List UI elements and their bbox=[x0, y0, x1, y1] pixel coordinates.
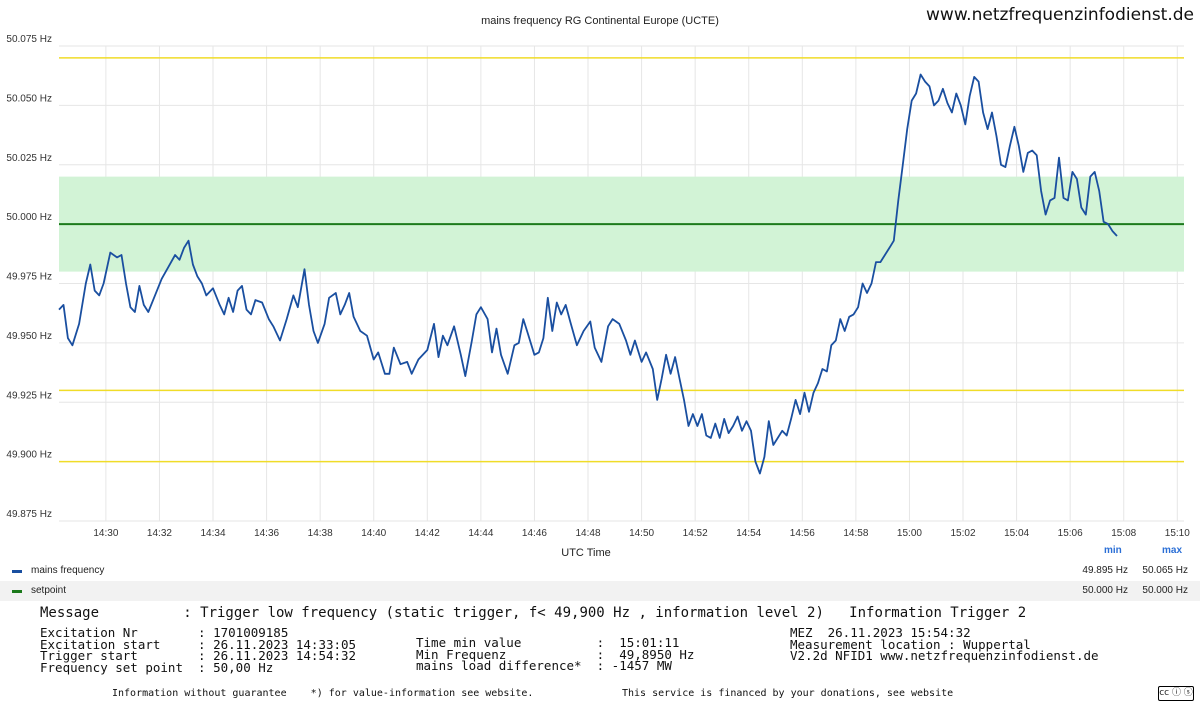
x-tick-label: 14:52 bbox=[683, 528, 708, 539]
x-tick-label: 14:40 bbox=[361, 528, 386, 539]
x-tick-label: 14:38 bbox=[308, 528, 333, 539]
x-tick-labels: 14:30 14:32 14:34 14:36 14:38 14:40 14:42 14:44… bbox=[93, 528, 1190, 539]
series-lines bbox=[58, 73, 1184, 475]
legend-max-value: 50.065 Hz bbox=[1142, 565, 1188, 576]
x-tick-label: 15:08 bbox=[1111, 528, 1136, 539]
info-min-block: Time min value : 15:01:11 Min Frequenz :… bbox=[416, 635, 695, 673]
x-tick-label: 15:10 bbox=[1165, 528, 1190, 539]
mains-frequency-line bbox=[58, 73, 1118, 475]
x-tick-label: 14:56 bbox=[790, 528, 815, 539]
x-tick-label: 15:04 bbox=[1004, 528, 1029, 539]
legend-min-value: 49.895 Hz bbox=[1082, 565, 1128, 576]
chart-title: mains frequency RG Continental Europe (U… bbox=[481, 15, 719, 27]
x-tick-label: 14:34 bbox=[201, 528, 226, 539]
x-tick-label: 14:30 bbox=[93, 528, 118, 539]
x-tick-label: 14:54 bbox=[736, 528, 761, 539]
x-tick-label: 15:06 bbox=[1058, 528, 1083, 539]
x-tick-label: 15:02 bbox=[951, 528, 976, 539]
y-tick-label: 49.975 Hz bbox=[6, 272, 52, 283]
legend-min-header: min bbox=[1104, 545, 1122, 556]
site-url: www.netzfrequenzinfodienst.de bbox=[926, 5, 1194, 25]
cc-license-icon[interactable]: cc ⓘ ⓢ bbox=[1158, 686, 1194, 701]
footer-disclaimer: Information without guarantee *) for val… bbox=[112, 688, 534, 699]
legend-min-value: 50.000 Hz bbox=[1082, 585, 1128, 596]
x-axis-title: UTC Time bbox=[561, 547, 611, 559]
legend-row-mains-frequency[interactable]: mains frequency 49.895 Hz 50.065 Hz bbox=[0, 561, 1200, 581]
x-tick-label: 14:46 bbox=[522, 528, 547, 539]
x-tick-label: 14:48 bbox=[576, 528, 601, 539]
y-tick-label: 50.075 Hz bbox=[6, 34, 52, 45]
x-tick-label: 15:00 bbox=[897, 528, 922, 539]
legend-swatch bbox=[12, 570, 22, 573]
legend-name: mains frequency bbox=[31, 565, 105, 576]
y-tick-label: 50.025 Hz bbox=[6, 153, 52, 164]
x-tick-label: 14:42 bbox=[415, 528, 440, 539]
legend-swatch bbox=[12, 590, 22, 593]
info-measurement-block: MEZ 26.11.2023 15:54:32 Measurement loca… bbox=[790, 625, 1099, 663]
y-tick-label: 49.900 Hz bbox=[6, 450, 52, 461]
limit-lines bbox=[59, 57, 1184, 463]
trigger-message: Message : Trigger low frequency (static … bbox=[40, 605, 1027, 621]
x-tick-label: 14:36 bbox=[254, 528, 279, 539]
footer-donations: This service is financed by your donatio… bbox=[622, 688, 954, 699]
y-tick-label: 50.000 Hz bbox=[6, 212, 52, 223]
legend-max-value: 50.000 Hz bbox=[1142, 585, 1188, 596]
x-tick-label: 14:50 bbox=[629, 528, 654, 539]
x-tick-label: 14:58 bbox=[843, 528, 868, 539]
x-tick-label: 14:32 bbox=[147, 528, 172, 539]
legend-row-setpoint[interactable]: setpoint 50.000 Hz 50.000 Hz bbox=[0, 581, 1200, 601]
legend-name: setpoint bbox=[31, 585, 67, 596]
x-tick-label: 14:44 bbox=[468, 528, 493, 539]
legend-max-header: max bbox=[1162, 545, 1183, 556]
info-excitation-block: Excitation Nr : 1701009185 Excitation st… bbox=[40, 625, 357, 675]
y-tick-label: 50.050 Hz bbox=[6, 93, 52, 104]
y-tick-label: 49.950 Hz bbox=[6, 331, 52, 342]
y-tick-label: 49.925 Hz bbox=[6, 390, 52, 401]
y-tick-label: 49.875 Hz bbox=[6, 509, 52, 520]
y-tick-labels: 50.075 Hz 50.050 Hz 50.025 Hz 50.000 Hz 49.9… bbox=[6, 34, 52, 520]
